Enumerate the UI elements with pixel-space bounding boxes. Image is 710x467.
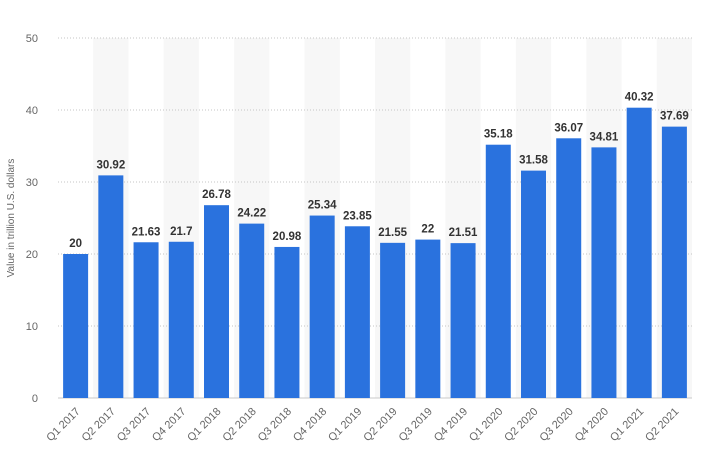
- x-tick-label: Q4 2019: [432, 406, 470, 444]
- x-tick-label: Q3 2020: [538, 406, 576, 444]
- bar: [63, 254, 89, 398]
- data-label: 20: [69, 238, 82, 250]
- data-label: 25.34: [308, 200, 337, 212]
- y-tick-label: 20: [26, 249, 38, 261]
- data-label: 21.63: [132, 226, 161, 238]
- y-tick-label: 30: [26, 177, 38, 189]
- data-label: 31.58: [519, 155, 548, 167]
- x-tick-label: Q4 2017: [150, 406, 188, 444]
- data-label: 40.32: [625, 92, 654, 104]
- data-label: 35.18: [484, 129, 513, 141]
- data-label: 21.51: [449, 227, 478, 239]
- bar: [204, 205, 229, 398]
- y-tick-label: 0: [32, 393, 38, 405]
- y-tick-label: 40: [26, 105, 38, 117]
- x-tick-label: Q2 2017: [80, 406, 118, 444]
- bar: [168, 241, 194, 398]
- bar: [521, 170, 546, 398]
- data-label: 26.78: [202, 189, 231, 201]
- x-tick-label: Q2 2018: [221, 406, 259, 444]
- data-labels: 20 30.92 21.63 21.7 26.78 24.22 20.98 25.34 23.8…: [69, 92, 689, 250]
- bar: [485, 144, 511, 398]
- data-label: 30.92: [96, 159, 125, 171]
- x-tick-label: Q1 2019: [326, 406, 364, 444]
- data-label: 23.85: [343, 210, 372, 222]
- x-tick-label: Q3 2018: [256, 406, 294, 444]
- data-label: 20.98: [273, 231, 302, 243]
- data-label: 22: [421, 224, 434, 236]
- y-tick-label: 50: [26, 33, 38, 45]
- x-tick-label: Q1 2020: [467, 406, 505, 444]
- bar: [239, 223, 265, 398]
- bar: [274, 246, 300, 398]
- data-label: 21.55: [378, 227, 407, 239]
- x-tick-label: Q3 2017: [115, 406, 153, 444]
- x-tick-label: Q2 2019: [361, 406, 399, 444]
- x-tick-label: Q3 2019: [397, 406, 435, 444]
- bar: [661, 126, 687, 398]
- gridlines: [58, 37, 692, 399]
- x-tick-label: Q1 2021: [608, 406, 646, 444]
- x-tick-label: Q1 2017: [44, 406, 82, 444]
- y-tick-label: 10: [26, 321, 38, 333]
- x-tick-label: Q2 2020: [502, 406, 540, 444]
- bar: [380, 242, 406, 398]
- data-label: 37.69: [660, 111, 689, 123]
- bar: [133, 242, 159, 398]
- bar: [98, 175, 124, 398]
- bar: [309, 215, 335, 398]
- y-axis-ticks: 0 10 20 30 40 50: [26, 33, 38, 405]
- data-label: 34.81: [590, 131, 619, 143]
- x-tick-label: Q4 2018: [291, 406, 329, 444]
- bar: [626, 107, 652, 399]
- data-label: 36.07: [554, 122, 583, 134]
- bar: [450, 243, 476, 398]
- y-axis-title: Value in trillion U.S. dollars: [6, 159, 17, 278]
- data-label: 21.7: [170, 226, 192, 238]
- bar: [591, 147, 617, 398]
- x-tick-label: Q2 2021: [643, 406, 681, 444]
- bar: [415, 239, 441, 398]
- bar: [344, 226, 370, 398]
- x-tick-label: Q1 2018: [185, 406, 223, 444]
- bar: [556, 138, 582, 398]
- x-tick-label: Q4 2020: [573, 406, 611, 444]
- bars: [63, 107, 687, 399]
- data-label: 24.22: [237, 208, 266, 220]
